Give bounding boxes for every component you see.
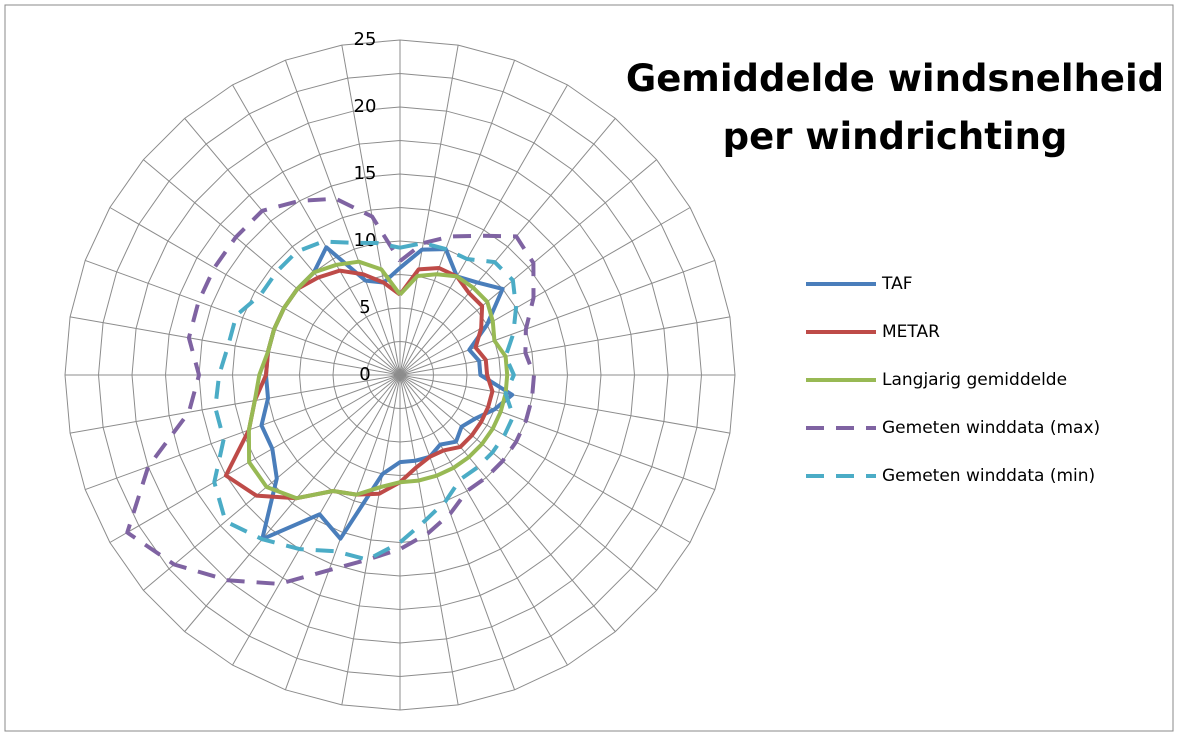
spoke <box>399 159 657 376</box>
spoke <box>109 207 401 376</box>
y-tick-label: 0 <box>359 364 370 385</box>
spoke <box>399 374 616 632</box>
spoke <box>232 374 401 666</box>
chart-title: Gemiddelde windsnelheid per windrichting <box>626 57 1164 158</box>
title-line: per windrichting <box>723 115 1068 158</box>
legend-label: Gemeten winddata (max) <box>882 418 1100 438</box>
spoke <box>184 374 401 632</box>
spoke <box>70 374 401 434</box>
y-tick-label: 25 <box>354 29 377 50</box>
series-line <box>125 196 536 586</box>
spoke <box>399 207 691 376</box>
y-tick-label: 20 <box>354 96 377 117</box>
spoke <box>109 374 401 543</box>
title-line: Gemiddelde windsnelheid <box>626 57 1164 100</box>
spoke <box>399 60 516 376</box>
series-line <box>212 239 518 562</box>
spoke <box>232 84 401 376</box>
spoke <box>399 259 715 376</box>
spoke <box>399 374 715 491</box>
spoke <box>399 84 568 376</box>
spoke <box>70 316 401 376</box>
y-tick-label: 15 <box>354 163 377 184</box>
spoke <box>143 374 401 591</box>
spoke <box>341 45 401 376</box>
series-line <box>246 259 510 501</box>
spoke <box>399 374 730 434</box>
spoke <box>143 159 401 376</box>
spoke <box>85 374 401 491</box>
spoke <box>399 374 691 543</box>
spoke <box>399 374 657 591</box>
spoke <box>399 45 459 376</box>
legend-label: METAR <box>882 322 940 342</box>
spoke <box>184 118 401 376</box>
spoke <box>341 374 401 705</box>
spoke <box>399 374 516 690</box>
legend-label: Langjarig gemiddelde <box>882 370 1067 390</box>
legend-label: TAF <box>881 274 912 294</box>
spoke <box>399 118 616 376</box>
spoke <box>284 60 401 376</box>
y-tick-label: 5 <box>359 297 370 318</box>
y-tick-label: 10 <box>354 230 377 251</box>
spoke <box>399 374 568 666</box>
spoke <box>399 374 459 705</box>
spoke <box>85 259 401 376</box>
spoke <box>399 316 730 376</box>
legend-label: Gemeten winddata (min) <box>882 466 1095 486</box>
